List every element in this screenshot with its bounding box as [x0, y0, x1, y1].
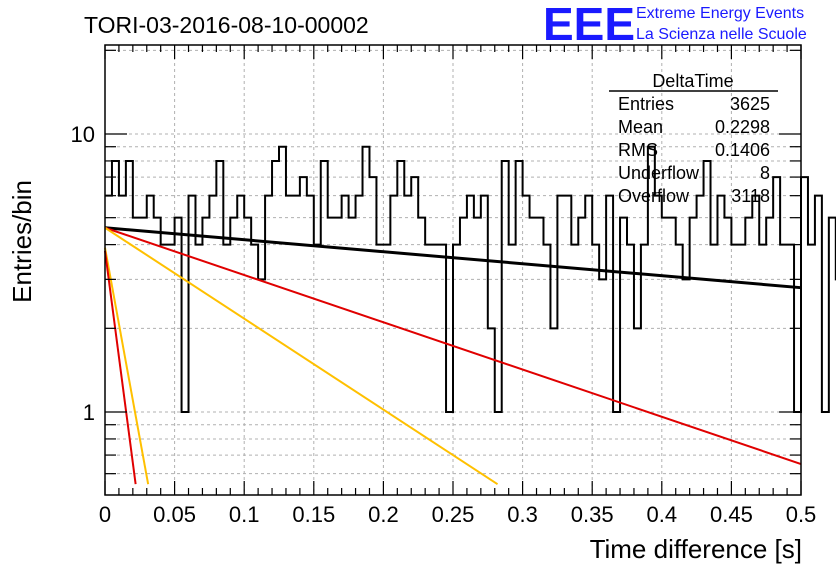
series-line	[104, 250, 137, 485]
stats-value: 0.2298	[715, 117, 770, 137]
x-axis-label: Time difference [s]	[590, 534, 802, 564]
chart-title: TORI-03-2016-08-10-00002	[84, 12, 369, 38]
stats-label: Underflow	[618, 163, 700, 183]
stats-value: 3118	[731, 186, 770, 206]
x-tick-label: 0.05	[153, 502, 196, 527]
stats-box: DeltaTime Entries 3625 Mean 0.2298 RMS 0…	[609, 71, 778, 206]
x-tick-label: 0.2	[368, 502, 399, 527]
x-tick-label: 0	[99, 502, 111, 527]
series-line	[104, 226, 802, 465]
series-line	[104, 226, 499, 486]
stats-value: 8	[760, 163, 770, 183]
x-tick-label: 0.1	[229, 502, 260, 527]
y-tick-label: 1	[83, 400, 95, 425]
x-tick-label: 0.15	[292, 502, 335, 527]
x-tick-label: 0.5	[786, 502, 817, 527]
series-line	[104, 247, 150, 485]
stats-value: 3625	[730, 94, 770, 114]
axes	[104, 44, 802, 496]
stats-title: DeltaTime	[652, 71, 733, 91]
x-tick-label: 0.25	[432, 502, 475, 527]
fit-lines	[104, 226, 802, 486]
tick-labels: 0 0.05 0.1 0.15 0.2 0.25 0.3 0.35 0.4 0.45 0.5 1 10	[71, 122, 817, 527]
stats-label: Entries	[618, 94, 674, 114]
logo-line2: La Scienza nelle Scuole	[636, 26, 807, 43]
y-tick-label: 10	[71, 122, 95, 147]
logo-line1: Extreme Energy Events	[636, 5, 804, 22]
x-tick-label: 0.3	[507, 502, 538, 527]
stats-label: RMS	[618, 140, 658, 160]
eee-logo: EEE Extreme Energy Events La Scienza nel…	[543, 0, 807, 50]
stats-label: Mean	[618, 117, 663, 137]
series-line	[104, 226, 802, 290]
y-axis-label: Entries/bin	[7, 180, 37, 303]
stats-value: 0.1406	[715, 140, 770, 160]
stats-label: Overflow	[618, 186, 690, 206]
x-tick-label: 0.35	[571, 502, 614, 527]
x-tick-label: 0.45	[710, 502, 753, 527]
x-tick-label: 0.4	[647, 502, 678, 527]
logo-text: EEE	[543, 0, 635, 50]
